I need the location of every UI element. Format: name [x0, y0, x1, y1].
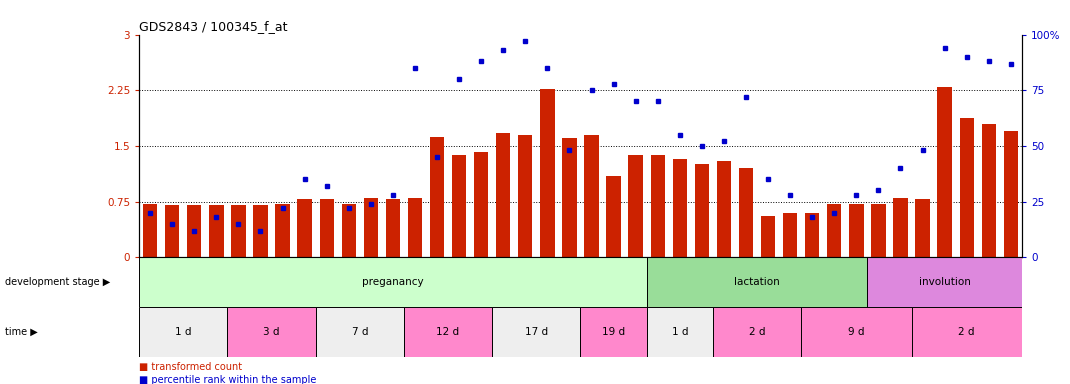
- Bar: [584, 135, 599, 257]
- Bar: [915, 199, 930, 257]
- Bar: [628, 155, 643, 257]
- Bar: [805, 213, 820, 257]
- Bar: [607, 175, 621, 257]
- Bar: [430, 137, 444, 257]
- Bar: [139, 307, 228, 357]
- Bar: [165, 205, 180, 257]
- Text: GDS2843 / 100345_f_at: GDS2843 / 100345_f_at: [139, 20, 288, 33]
- Text: involution: involution: [919, 277, 970, 287]
- Bar: [868, 257, 1022, 307]
- Bar: [827, 204, 841, 257]
- Bar: [254, 205, 268, 257]
- Bar: [403, 307, 492, 357]
- Bar: [783, 213, 797, 257]
- Bar: [275, 204, 290, 257]
- Text: 19 d: 19 d: [602, 327, 625, 337]
- Bar: [228, 307, 316, 357]
- Bar: [761, 217, 776, 257]
- Text: 1 d: 1 d: [672, 327, 688, 337]
- Bar: [960, 118, 974, 257]
- Bar: [738, 168, 753, 257]
- Bar: [143, 204, 157, 257]
- Bar: [187, 205, 201, 257]
- Bar: [496, 132, 510, 257]
- Bar: [341, 204, 356, 257]
- Bar: [1004, 131, 1018, 257]
- Text: 2 d: 2 d: [749, 327, 765, 337]
- Bar: [540, 89, 554, 257]
- Text: development stage ▶: development stage ▶: [5, 277, 110, 287]
- Bar: [694, 164, 709, 257]
- Bar: [364, 198, 378, 257]
- Bar: [893, 198, 907, 257]
- Text: 7 d: 7 d: [352, 327, 368, 337]
- Text: 3 d: 3 d: [263, 327, 279, 337]
- Text: preganancy: preganancy: [362, 277, 424, 287]
- Text: ■ transformed count: ■ transformed count: [139, 362, 242, 372]
- Bar: [912, 307, 1022, 357]
- Bar: [651, 155, 664, 257]
- Text: 9 d: 9 d: [849, 327, 865, 337]
- Bar: [646, 257, 868, 307]
- Bar: [981, 124, 996, 257]
- Bar: [580, 307, 646, 357]
- Bar: [871, 204, 886, 257]
- Text: lactation: lactation: [734, 277, 780, 287]
- Text: time ▶: time ▶: [5, 327, 39, 337]
- Text: 2 d: 2 d: [959, 327, 975, 337]
- Bar: [673, 159, 687, 257]
- Bar: [320, 199, 334, 257]
- Bar: [492, 307, 580, 357]
- Text: 12 d: 12 d: [437, 327, 460, 337]
- Bar: [452, 155, 467, 257]
- Bar: [385, 199, 400, 257]
- Bar: [316, 307, 403, 357]
- Text: ■ percentile rank within the sample: ■ percentile rank within the sample: [139, 375, 317, 384]
- Bar: [801, 307, 912, 357]
- Bar: [717, 161, 731, 257]
- Bar: [937, 86, 952, 257]
- Bar: [562, 139, 577, 257]
- Bar: [297, 199, 311, 257]
- Bar: [713, 307, 801, 357]
- Bar: [646, 307, 713, 357]
- Bar: [408, 198, 423, 257]
- Text: 1 d: 1 d: [175, 327, 192, 337]
- Bar: [518, 135, 533, 257]
- Bar: [850, 204, 863, 257]
- Bar: [474, 152, 488, 257]
- Bar: [231, 205, 246, 257]
- Bar: [209, 205, 224, 257]
- Bar: [139, 257, 646, 307]
- Text: 17 d: 17 d: [524, 327, 548, 337]
